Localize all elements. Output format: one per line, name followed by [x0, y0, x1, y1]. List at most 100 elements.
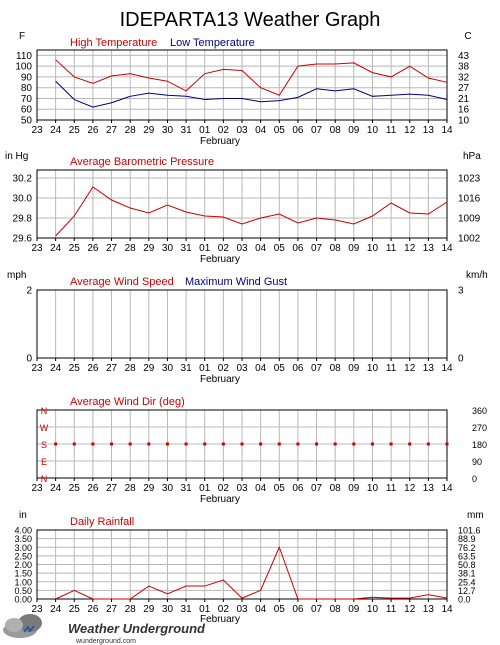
x-tick-label: 28: [125, 363, 137, 374]
x-tick-label: 01: [199, 604, 211, 615]
x-tick-label: 03: [236, 243, 248, 254]
x-tick-label: 27: [106, 125, 118, 136]
left-tick-label: 30.0: [13, 194, 33, 205]
pressure-right-unit: hPa: [463, 151, 481, 162]
x-tick-label: 07: [311, 604, 323, 615]
wind-right-axis: 03: [458, 286, 464, 365]
series-line-primary: [55, 545, 448, 600]
x-tick-label: 13: [423, 604, 435, 615]
x-tick-label: 14: [441, 125, 453, 136]
rain-grid: [37, 530, 447, 599]
cloud-icon: [3, 614, 42, 638]
wind-dir-point: [184, 442, 188, 446]
right-tick-label: 0: [458, 354, 464, 365]
wind-grid: [55, 290, 429, 358]
left-tick-label: 2.50: [14, 551, 32, 561]
right-tick-label: 63.5: [458, 551, 476, 561]
compass-label: S: [41, 440, 47, 450]
x-tick-label: 09: [348, 243, 360, 254]
wind-dir-point: [370, 442, 374, 446]
x-tick-label: 10: [367, 604, 379, 615]
rain-left-axis: 0.000.501.001.502.002.503.003.504.00: [14, 526, 32, 605]
x-tick-label: 26: [87, 243, 99, 254]
x-tick-label: 03: [236, 363, 248, 374]
x-tick-label: 23: [31, 363, 43, 374]
x-tick-label: 08: [330, 243, 342, 254]
x-tick-label: 30: [162, 363, 174, 374]
wind-x-axis: 23 24 25 26 27 28 29 30 31 01 02 03 04 05 06 07 08 09 10 11…: [31, 358, 453, 374]
x-tick-label: 31: [181, 483, 193, 494]
x-tick-label: 04: [255, 125, 267, 136]
x-tick-label: 25: [69, 125, 81, 136]
x-tick-label: 06: [292, 363, 304, 374]
wind-speed-panel: mph km/h Average Wind Speed Maximum Wind…: [7, 270, 488, 385]
x-tick-label: 11: [386, 243, 397, 254]
pressure-panel: in Hg hPa Average Barometric Pressure 29…: [5, 151, 481, 265]
left-tick-label: 0.50: [14, 586, 32, 596]
x-tick-label: 30: [162, 243, 174, 254]
x-tick-label: 02: [218, 363, 230, 374]
rain-right-unit: mm: [467, 510, 484, 521]
x-tick-label: 28: [125, 243, 137, 254]
x-tick-label: 01: [199, 243, 211, 254]
pressure-left-unit: in Hg: [5, 151, 28, 162]
left-tick-label: 80: [21, 83, 33, 94]
series-line-secondary: [55, 80, 448, 108]
right-tick-label: 50.8: [458, 560, 476, 570]
wind-dir-x-axis: 23 24 25 26 27 28 29 30 31 01 02 03 04 05 06 07 08 09 10 11…: [31, 478, 453, 494]
x-tick-label: 24: [50, 604, 62, 615]
x-tick-label: 05: [274, 125, 286, 136]
series-line-primary: [55, 186, 448, 237]
right-tick-label: 0.0: [458, 595, 471, 605]
right-tick-label: 1023: [458, 174, 481, 185]
x-tick-label: 05: [274, 243, 286, 254]
x-tick-label: 10: [367, 243, 379, 254]
right-tick-label: 270: [472, 423, 487, 433]
wind-dir-point: [277, 442, 281, 446]
brand-name: Weather Underground: [68, 621, 206, 636]
pressure-grid: [37, 170, 447, 238]
x-tick-label: 24: [50, 363, 62, 374]
right-tick-label: 101.6: [458, 526, 481, 536]
right-tick-label: 1009: [458, 214, 481, 225]
temp-grid: [37, 50, 447, 120]
x-tick-label: 08: [330, 125, 342, 136]
rain-legend: Daily Rainfall: [70, 516, 134, 528]
x-tick-label: 06: [292, 604, 304, 615]
x-tick-label: 10: [367, 483, 379, 494]
right-tick-label: 76.2: [458, 543, 476, 553]
x-tick-label: 03: [236, 604, 248, 615]
wind-dir-point: [315, 442, 319, 446]
x-tick-label: 02: [218, 483, 230, 494]
compass-label: N: [41, 474, 48, 484]
right-tick-label: 88.9: [458, 534, 476, 544]
wind-dir-legend: Average Wind Dir (deg): [70, 396, 185, 408]
x-tick-label: 31: [181, 125, 193, 136]
pressure-legend: Average Barometric Pressure: [70, 156, 214, 168]
wind-gust-legend: Maximum Wind Gust: [185, 276, 287, 288]
wind-dir-point: [352, 442, 356, 446]
wind-dir-right-axis: 0 90 180 270 360: [472, 406, 487, 484]
x-tick-label: 06: [292, 243, 304, 254]
left-tick-label: 0: [26, 354, 32, 365]
pressure-series: [55, 186, 448, 237]
x-tick-label: 09: [348, 604, 360, 615]
x-tick-label: 28: [125, 604, 137, 615]
x-tick-label: 24: [50, 125, 62, 136]
x-tick-label: 29: [143, 483, 155, 494]
x-tick-label: 02: [218, 604, 230, 615]
x-tick-label: 11: [386, 483, 397, 494]
left-tick-label: 4.00: [14, 526, 32, 536]
x-tick-label: 05: [274, 363, 286, 374]
x-tick-label: 04: [255, 483, 267, 494]
x-tick-label: 12: [404, 363, 416, 374]
x-tick-label: 10: [367, 363, 379, 374]
left-tick-label: 1.50: [14, 569, 32, 579]
right-tick-label: 25.4: [458, 577, 476, 587]
x-tick-label: 04: [255, 243, 267, 254]
left-tick-label: 1.00: [14, 577, 32, 587]
